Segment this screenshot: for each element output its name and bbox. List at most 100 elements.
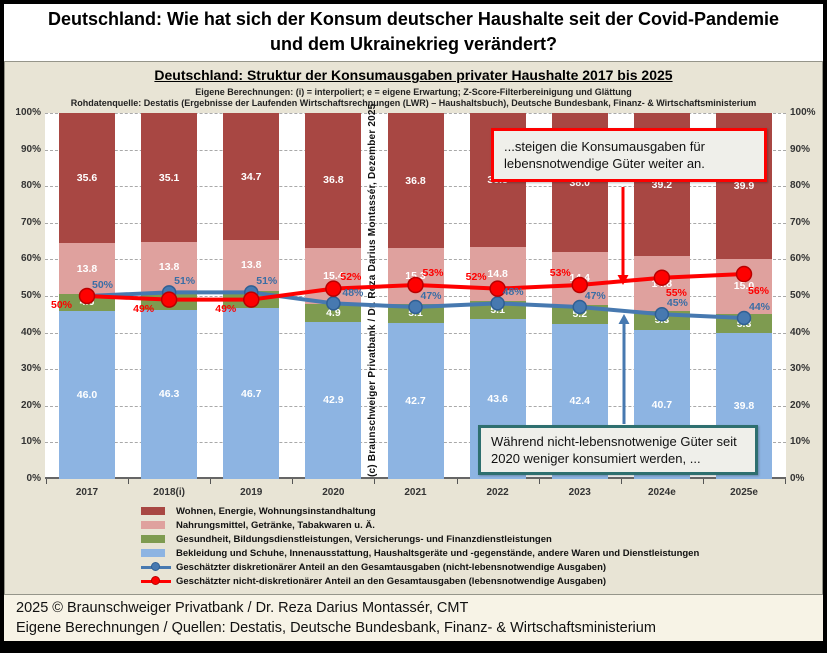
y-tick-label-right: 100% <box>790 107 816 118</box>
y-tick-label-right: 30% <box>790 363 811 375</box>
bar-segment-label: 36.8 <box>323 174 344 187</box>
legend-swatch-nicht_diskretionaer <box>141 576 171 586</box>
chart-title: Deutschland: Struktur der Konsumausgaben… <box>154 67 673 83</box>
legend-item: Gesundheit, Bildungsdienstleistungen, Ve… <box>141 534 699 545</box>
legend-swatch-bekleidung <box>141 548 171 558</box>
annotation-non-essential-goods: Während nicht-lebensnotwenige Güter seit… <box>478 425 758 475</box>
x-tick-label: 2021 <box>404 487 427 498</box>
y-tick-label-right: 10% <box>790 436 811 448</box>
bar-segment-label: 46.7 <box>241 387 262 400</box>
bar-segment-wohnen <box>387 113 444 249</box>
bar-segment-label: 5.1 <box>490 304 505 317</box>
blue-annotation-arrow-head <box>618 314 630 324</box>
page-title: Deutschland: Wie hat sich der Konsum deu… <box>4 4 823 61</box>
y-tick-label-right: 90% <box>790 143 811 155</box>
footer-copyright: 2025 © Braunschweiger Privatbank / Dr. R… <box>16 600 469 616</box>
y-tick-label-right: 70% <box>790 216 811 228</box>
bar-segment-label: 39.8 <box>733 400 755 413</box>
bar-segment-wohnen <box>59 113 115 244</box>
chart-subtitle-source: Rohdatenquelle: Destatis (Ergebnisse der… <box>70 98 757 108</box>
legend-swatch-nahrungsmittel <box>141 520 171 530</box>
legend-item: Wohnen, Energie, Wohnungsinstandhaltung <box>141 506 699 517</box>
y-tick-label-right: 40% <box>790 326 811 338</box>
x-tick-label: 2024e <box>647 487 676 498</box>
page-title-line1: Deutschland: Wie hat sich der Konsum deu… <box>47 9 779 29</box>
legend-label: Geschätzter nicht-diskretionärer Anteil … <box>176 575 607 587</box>
line-point-label-diskretionaer: 44% <box>749 300 771 313</box>
legend-label: Geschätzter diskretionärer Anteil an den… <box>176 561 607 573</box>
x-axis-tick <box>210 479 212 484</box>
bar-segment-label: 40.7 <box>651 398 673 411</box>
y-tick-label-left: 10% <box>20 436 41 448</box>
line-point-label-nicht_diskretionaer: 50% <box>51 299 73 311</box>
legend-item: Geschätzter diskretionärer Anteil an den… <box>141 561 699 573</box>
y-tick-label-left: 70% <box>20 216 41 228</box>
bar-segment-label: 34.7 <box>241 170 262 183</box>
bar-segment-label: 13.8 <box>76 262 98 275</box>
line-point-label-nicht_diskretionaer: 55% <box>665 286 687 299</box>
legend-swatch-gesundheit <box>141 534 171 544</box>
legend-color-rect <box>141 535 165 543</box>
page-footer: 2025 © Braunschweiger Privatbank / Dr. R… <box>4 595 823 641</box>
legend-dot <box>151 562 160 571</box>
bar-segment-label: 5.3 <box>736 317 752 330</box>
bar-segment-label: 39.9 <box>733 180 755 193</box>
line-point-label-nicht_diskretionaer: 53% <box>549 267 571 280</box>
bar-segment-wohnen <box>305 113 362 248</box>
legend-color-rect <box>141 521 165 529</box>
legend-label: Nahrungsmittel, Getränke, Tabakwaren u. … <box>176 519 375 531</box>
x-axis-tick <box>785 479 787 484</box>
bar-segment-label: 4.9 <box>326 307 341 320</box>
y-tick-label-left: 20% <box>20 399 41 411</box>
y-tick-label-left: 100% <box>15 107 41 118</box>
y-tick-label-right: 80% <box>790 180 811 192</box>
x-axis-tick <box>538 479 540 484</box>
y-tick-label-left: 40% <box>20 326 41 338</box>
bar-segment-label: 36.8 <box>405 174 426 187</box>
bar-segment-bekleidung <box>141 309 198 479</box>
plot-area: (c) Braunschweiger Privatbank / Dr. Reza… <box>45 104 786 479</box>
bar-segment-label: 42.4 <box>569 395 590 408</box>
y-tick-label-right: 50% <box>790 290 811 301</box>
legend-color-rect <box>141 507 165 515</box>
y-tick-label-left: 0% <box>26 473 41 484</box>
y-tick-label-left: 30% <box>20 363 41 375</box>
bar-segment-label: 43.6 <box>487 393 508 406</box>
bar-segment-wohnen <box>141 113 198 242</box>
y-tick-label-right: 60% <box>790 253 811 265</box>
bar-segment-bekleidung <box>59 310 115 479</box>
line-point-label-nicht_diskretionaer: 49% <box>133 302 155 315</box>
bar-segment-bekleidung <box>387 322 444 479</box>
x-axis-tick <box>456 479 458 484</box>
bar-segment-wohnen <box>223 113 280 240</box>
bar-segment-label: 5.2 <box>572 308 588 321</box>
bar-segment-label: 35.1 <box>158 171 180 184</box>
footer-sources: Eigene Berechnungen / Quellen: Destatis,… <box>16 620 656 636</box>
legend-color-rect <box>141 549 165 557</box>
legend-swatch-diskretionaer <box>141 562 171 572</box>
y-tick-label-left: 90% <box>20 143 41 155</box>
bar-segment-label: 13.8 <box>241 259 262 272</box>
legend-label: Bekleidung und Schuhe, Innenausstattung,… <box>176 547 700 559</box>
bar-segment-label: 42.7 <box>405 394 426 407</box>
bar-segment-label: 46.0 <box>76 388 98 401</box>
legend-dot <box>151 576 160 585</box>
line-point-label-diskretionaer: 51% <box>174 275 196 288</box>
y-tick-label-right: 0% <box>790 473 805 484</box>
line-point-label-nicht_diskretionaer: 52% <box>340 270 362 283</box>
chart-legend: Wohnen, Energie, Wohnungsinstandhaltung N… <box>141 506 699 590</box>
bar-segment-label: 13.8 <box>158 261 180 274</box>
x-axis-tick <box>128 479 130 484</box>
line-point-label-diskretionaer: 51% <box>256 275 278 288</box>
y-tick-label-left: 80% <box>20 180 41 192</box>
page-title-line2: und dem Ukrainekrieg verändert? <box>269 34 558 54</box>
x-tick-label: 2017 <box>75 487 99 498</box>
line-point-label-diskretionaer: 47% <box>420 289 442 302</box>
bar-segment-label: 42.9 <box>323 394 344 407</box>
line-point-label-diskretionaer: 47% <box>584 289 606 302</box>
y-tick-label-right: 20% <box>790 399 811 411</box>
line-point-label-diskretionaer: 48% <box>502 286 524 299</box>
x-axis-tick <box>45 479 47 484</box>
legend-item: Geschätzter nicht-diskretionärer Anteil … <box>141 575 699 587</box>
